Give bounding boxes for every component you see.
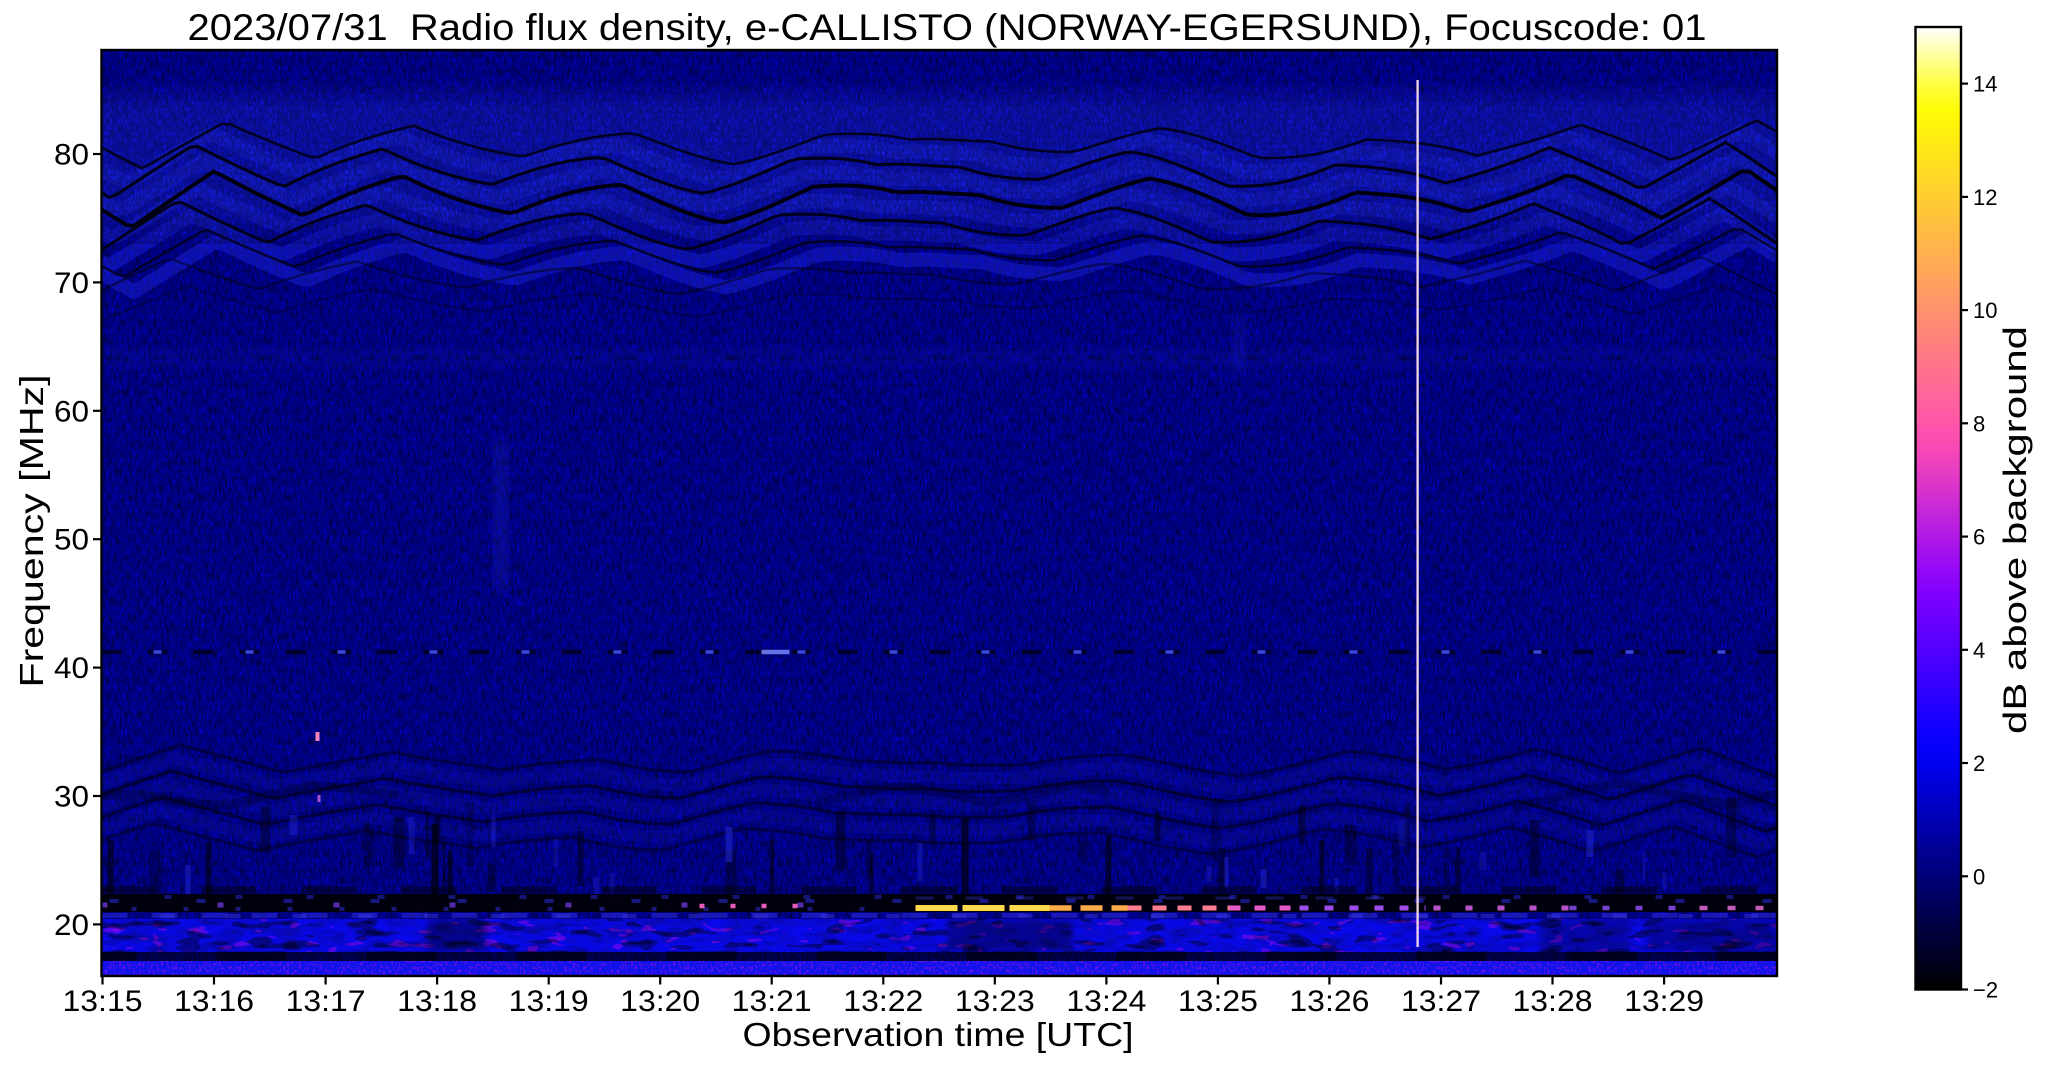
svg-text:13:22: 13:22	[843, 985, 923, 1018]
svg-text:Frequency [MHz]: Frequency [MHz]	[13, 375, 50, 688]
svg-text:40: 40	[54, 652, 89, 685]
svg-text:−2: −2	[1973, 978, 1998, 1003]
svg-text:13:25: 13:25	[1178, 985, 1258, 1018]
svg-text:6: 6	[1973, 525, 1985, 550]
svg-text:70: 70	[54, 267, 89, 300]
svg-text:13:29: 13:29	[1624, 985, 1704, 1018]
svg-text:30: 30	[54, 781, 89, 814]
svg-text:13:19: 13:19	[509, 985, 589, 1018]
svg-text:8: 8	[1973, 411, 1985, 436]
svg-text:60: 60	[54, 395, 89, 428]
svg-text:2023/07/31 Radio flux density: 2023/07/31 Radio flux density, e-CALLIST…	[188, 7, 1707, 48]
svg-text:dB above background: dB above background	[1997, 326, 2033, 734]
svg-text:13:17: 13:17	[286, 985, 366, 1018]
svg-text:4: 4	[1973, 638, 1985, 663]
svg-text:14: 14	[1973, 72, 1997, 97]
svg-text:13:16: 13:16	[174, 985, 254, 1018]
svg-text:10: 10	[1973, 298, 1997, 323]
svg-text:13:18: 13:18	[397, 985, 477, 1018]
svg-text:13:15: 13:15	[63, 985, 143, 1018]
svg-text:Observation time [UTC]: Observation time [UTC]	[743, 1016, 1134, 1053]
svg-text:0: 0	[1973, 864, 1985, 889]
svg-text:50: 50	[54, 524, 89, 557]
svg-text:12: 12	[1973, 185, 1997, 210]
svg-text:2: 2	[1973, 751, 1985, 776]
svg-text:13:23: 13:23	[955, 985, 1035, 1018]
svg-text:80: 80	[54, 139, 89, 172]
svg-text:13:28: 13:28	[1513, 985, 1593, 1018]
svg-text:13:21: 13:21	[732, 985, 812, 1018]
svg-text:13:27: 13:27	[1401, 985, 1481, 1018]
svg-text:13:24: 13:24	[1066, 985, 1146, 1018]
svg-text:20: 20	[54, 909, 89, 942]
svg-text:13:26: 13:26	[1289, 985, 1369, 1018]
svg-text:13:20: 13:20	[620, 985, 700, 1018]
